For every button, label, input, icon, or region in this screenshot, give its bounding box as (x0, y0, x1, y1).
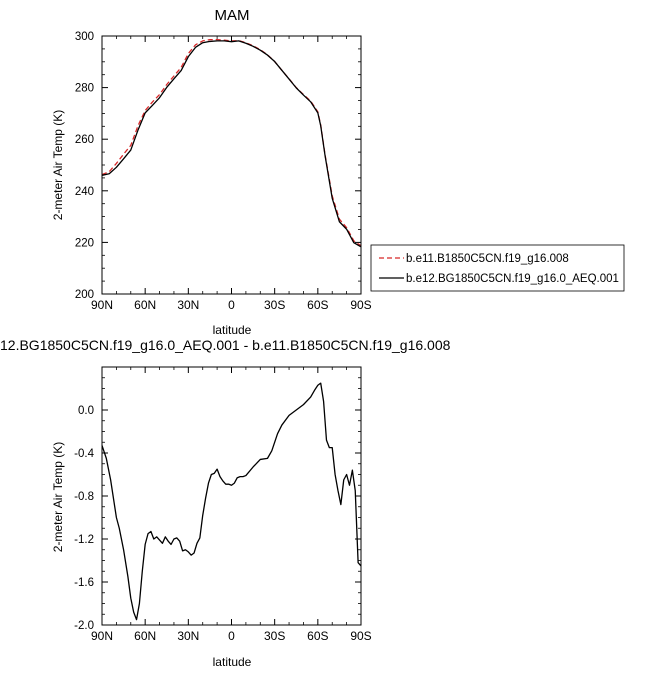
top-x-tick-label: 60N (134, 298, 156, 312)
legend-box (370, 244, 625, 292)
top-ticks-group: 90N 60N 30N 0 30S 60S 90S 200 220 240 260 280 300 (75, 31, 372, 312)
bottom-y-tick-label: -1.6 (74, 577, 94, 589)
bottom-x-tick-label: 90S (350, 629, 371, 643)
legend: b.e11.B1850C5CN.f19_g16.008 b.e12.BG1850… (370, 244, 625, 292)
bottom-x-tick-label: 30S (264, 629, 285, 643)
top-y-tick-label: 200 (75, 289, 94, 301)
bottom-x-tick-label: 60N (134, 629, 156, 643)
bottom-y-tick-label: -0.4 (74, 448, 94, 460)
bottom-x-tick-label: 30N (177, 629, 199, 643)
bottom-x-tick-label: 0 (228, 629, 235, 643)
bottom-panel: 12.BG1850C5CN.f19_g16.0_AEQ.001 - b.e11.… (0, 337, 451, 669)
top-chart-title: MAM (215, 7, 250, 24)
top-y-tick-label: 280 (75, 83, 94, 95)
bottom-y-tick-label: -1.2 (74, 534, 94, 546)
top-y-tick-label: 300 (75, 31, 94, 43)
top-series-line-1 (101, 38, 362, 247)
legend-label-series-1: b.e11.B1850C5CN.f19_g16.008 (406, 253, 569, 265)
top-y-axis-label: 2-meter Air Temp (K) (51, 110, 65, 220)
bottom-series-group (101, 382, 362, 621)
bottom-y-axis-label: 2-meter Air Temp (K) (51, 442, 65, 552)
bottom-y-tick-label: -2.0 (74, 620, 94, 632)
top-x-tick-label: 30N (177, 298, 199, 312)
top-x-tick-label: 60S (307, 298, 328, 312)
bottom-series-line-1 (101, 382, 362, 621)
top-y-tick-label: 260 (75, 134, 94, 146)
top-plot-frame (101, 35, 362, 295)
bottom-x-tick-label: 60S (307, 629, 328, 643)
top-x-axis-label: latitude (213, 323, 252, 337)
top-x-tick-label: 90S (350, 298, 371, 312)
bottom-x-axis-label: latitude (213, 655, 252, 669)
top-y-tick-label: 220 (75, 237, 94, 249)
top-series-group (101, 38, 362, 248)
top-x-tick-label: 90N (91, 298, 113, 312)
bottom-chart-title: 12.BG1850C5CN.f19_g16.0_AEQ.001 - b.e11.… (0, 337, 451, 353)
bottom-y-tick-label: -0.8 (74, 491, 94, 503)
top-panel: MAM 2-meter Air Temp (K) latitude 90N 60N… (51, 7, 372, 337)
bottom-ticks-group: 90N 60N 30N 0 30S 60S 90S -2.0 -1.6 -1.2 -0.8 -0.4 0… (74, 366, 372, 643)
bottom-x-tick-label: 90N (91, 629, 113, 643)
top-y-tick-label: 240 (75, 186, 94, 198)
bottom-plot-frame (101, 366, 362, 626)
top-x-tick-label: 0 (228, 298, 235, 312)
legend-label-series-2: b.e12.BG1850C5CN.f19_g16.0_AEQ.001 (406, 273, 619, 285)
top-series-line-2 (101, 40, 362, 248)
bottom-y-tick-label: 0.0 (78, 405, 94, 417)
top-x-tick-label: 30S (264, 298, 285, 312)
